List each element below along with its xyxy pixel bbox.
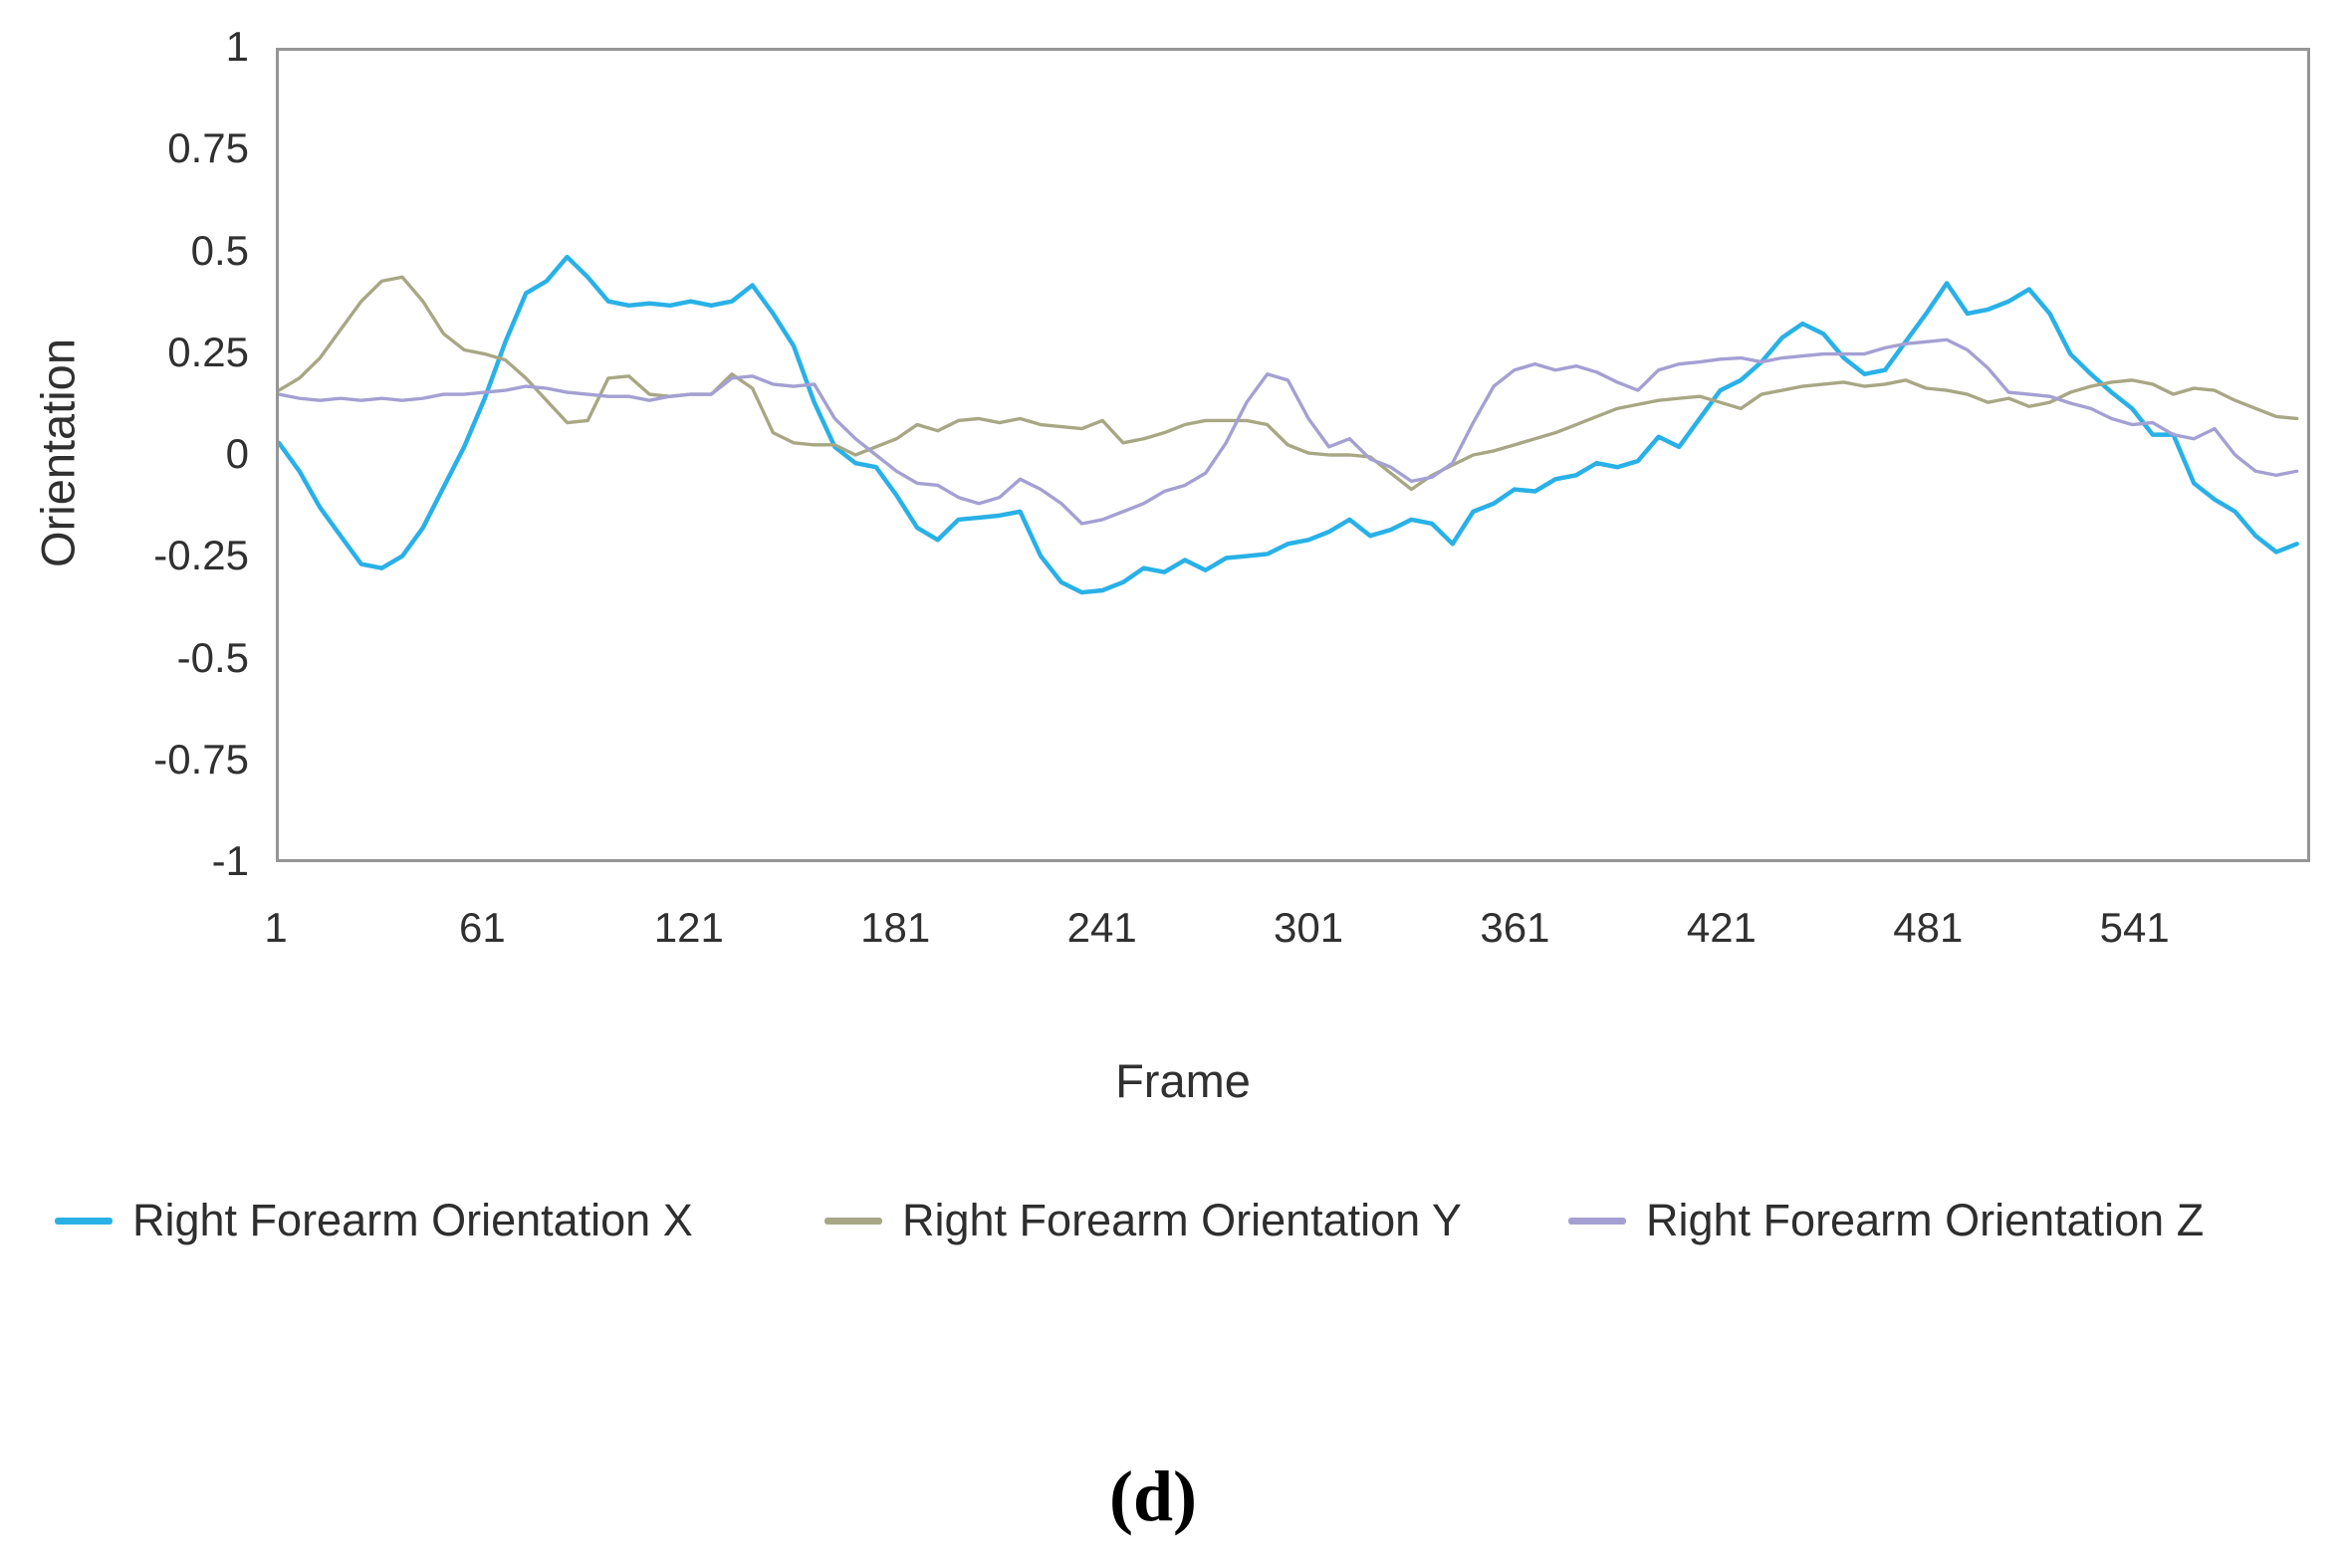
x-tick-label: 61 bbox=[459, 904, 506, 951]
legend-label: Right Forearm Orientation X bbox=[132, 1195, 693, 1245]
legend-swatch-icon bbox=[1568, 1217, 1626, 1225]
legend: Right Forearm Orientation X Right Forearm… bbox=[0, 1195, 2347, 1264]
y-tick-label: 0.25 bbox=[167, 328, 249, 375]
x-axis-title: Frame bbox=[1115, 1054, 1251, 1107]
y-tick-label: -0.75 bbox=[153, 735, 249, 783]
legend-item: Right Forearm Orientation Y bbox=[824, 1195, 1462, 1246]
y-tick-label: 0.5 bbox=[190, 226, 249, 274]
legend-label: Right Forearm Orientation Y bbox=[902, 1195, 1462, 1245]
x-tick-label: 541 bbox=[2099, 904, 2170, 951]
x-tick-label: 481 bbox=[1893, 904, 1964, 951]
x-tick-label: 301 bbox=[1274, 904, 1344, 951]
plot-area bbox=[276, 48, 2310, 862]
x-tick-label: 1 bbox=[264, 904, 288, 951]
y-tick-label: 0 bbox=[225, 430, 249, 478]
y-axis-title: Orientation bbox=[31, 338, 85, 567]
y-tick-label: 1 bbox=[225, 23, 249, 71]
x-tick-label: 361 bbox=[1480, 904, 1550, 951]
y-tick-label: -1 bbox=[211, 837, 249, 885]
x-tick-label: 241 bbox=[1066, 904, 1137, 951]
y-tick-label: 0.75 bbox=[167, 124, 249, 172]
legend-label: Right Forearm Orientation Z bbox=[1646, 1195, 2205, 1245]
x-tick-label: 121 bbox=[653, 904, 724, 951]
series-line-x bbox=[279, 254, 2299, 595]
legend-swatch-icon bbox=[824, 1217, 882, 1225]
series-line-z bbox=[279, 337, 2299, 526]
legend-item: Right Forearm Orientation Z bbox=[1568, 1195, 2204, 1246]
x-tick-label: 181 bbox=[860, 904, 931, 951]
legend-item: Right Forearm Orientation X bbox=[55, 1195, 693, 1246]
y-tick-label: -0.25 bbox=[153, 532, 249, 579]
legend-swatch-icon bbox=[55, 1217, 113, 1225]
figure-caption: (d) bbox=[1109, 1456, 1197, 1536]
y-tick-label: -0.5 bbox=[176, 633, 249, 681]
x-tick-label: 421 bbox=[1686, 904, 1757, 951]
series-line-y bbox=[279, 275, 2299, 492]
